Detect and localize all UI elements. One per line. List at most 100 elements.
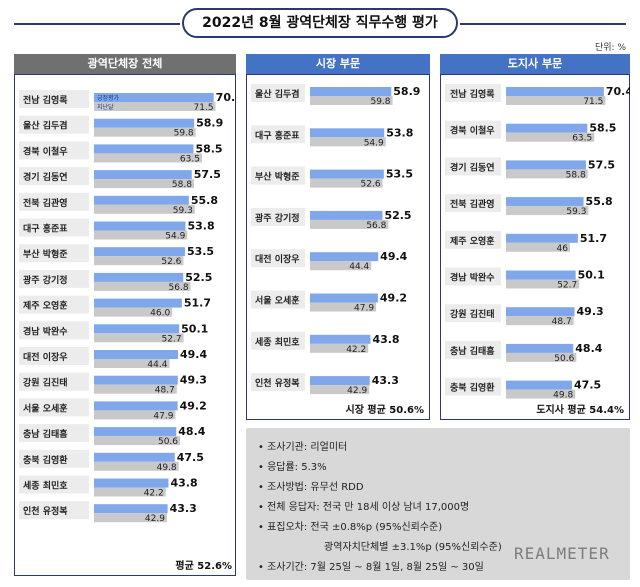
row-label-bg — [19, 244, 89, 263]
brand-logo: REALMETER — [514, 544, 610, 563]
value-label-previous: 58.8 — [566, 170, 586, 180]
category-label: 제주 오영훈 — [450, 235, 495, 247]
category-label: 충북 김영환 — [23, 454, 68, 466]
bar-current — [94, 504, 168, 514]
category-label: 대전 이장우 — [23, 351, 68, 363]
value-label-current: 55.8 — [191, 194, 218, 207]
value-label-current: 49.4 — [180, 348, 207, 361]
row-label-bg — [251, 125, 305, 144]
category-label: 강원 김진태 — [23, 377, 68, 389]
category-label: 인천 유정복 — [255, 377, 300, 389]
category-label: 전북 김관영 — [450, 198, 495, 210]
row-label-bg — [251, 249, 305, 268]
row-label-bg — [251, 84, 305, 102]
row-label-bg — [445, 230, 501, 249]
bar-previous — [310, 343, 369, 353]
category-label: 전북 김관영 — [23, 197, 68, 209]
category-label: 부산 박형준 — [23, 248, 68, 260]
row-label-bg — [19, 347, 89, 365]
bar-previous — [310, 137, 386, 147]
bar-previous — [94, 410, 176, 420]
bar-current — [506, 233, 578, 243]
category-label: 강원 김진태 — [450, 308, 495, 320]
bar-current — [310, 87, 392, 96]
category-label: 세종 최민호 — [255, 336, 300, 348]
survey-info-box: • 조사기관: 리얼미터 • 응답률: 5.3% • 조사방법: 유무선 RDD… — [246, 428, 630, 580]
value-label-current: 57.5 — [588, 158, 615, 171]
row-label-bg — [19, 321, 89, 340]
panel-mayor: 시장 부문 울산 김두겸 58.9 59.8 대구 홍준표 53.8 54.9 부산 박형준… — [246, 54, 430, 420]
bar-previous — [94, 487, 166, 497]
row-label-bg — [19, 167, 89, 186]
bar-previous — [506, 242, 570, 252]
category-label: 부산 박형준 — [255, 171, 300, 183]
value-label-previous: 59.3 — [566, 207, 586, 217]
value-label-previous: 50.6 — [158, 437, 178, 447]
category-label: 경기 김동연 — [450, 161, 495, 173]
bar-current — [94, 272, 184, 282]
row-label-bg — [445, 304, 501, 323]
bar-current — [506, 197, 584, 207]
value-label-previous: 71.5 — [583, 97, 603, 107]
bar-current — [94, 170, 192, 180]
row-label-bg — [445, 120, 501, 139]
bar-previous — [310, 302, 377, 312]
value-label-current: 53.8 — [187, 220, 214, 233]
value-label-current: 47.5 — [177, 451, 204, 464]
bar-current — [310, 210, 383, 220]
value-label-previous: 58.8 — [172, 180, 192, 190]
value-label-previous: 42.2 — [346, 345, 366, 355]
category-label: 경북 이철우 — [450, 125, 495, 137]
bar-previous — [94, 307, 173, 317]
value-label-current: 58.9 — [393, 85, 420, 98]
value-label-previous: 44.4 — [147, 360, 167, 370]
bar-previous — [506, 316, 574, 326]
category-label: 광주 강기정 — [255, 212, 300, 224]
value-label-current: 70.4 — [606, 85, 630, 98]
bar-previous — [310, 219, 389, 229]
bar-current — [310, 376, 370, 386]
row-label-bg — [19, 192, 89, 211]
bar-previous — [94, 384, 177, 394]
panel-mayor-title: 시장 부문 — [246, 54, 430, 74]
value-label-previous: 48.7 — [155, 386, 175, 396]
value-label-previous: 52.6 — [161, 257, 181, 267]
row-label-bg — [251, 166, 305, 185]
bar-current — [506, 160, 586, 170]
survey-info-agency: • 조사기관: 리얼미터 — [258, 442, 348, 453]
bar-current — [506, 380, 573, 390]
value-label-previous: 52.7 — [162, 334, 182, 344]
bar-previous — [94, 461, 179, 471]
bar-previous — [94, 127, 196, 137]
panel-governor-title: 도지사 부문 — [440, 54, 630, 74]
bar-previous — [94, 102, 216, 111]
bar-current — [310, 334, 371, 344]
value-label-previous: 49.8 — [157, 463, 177, 473]
category-label: 울산 김두겸 — [23, 120, 68, 132]
value-label-current: 51.7 — [184, 297, 211, 310]
category-label: 서울 오세훈 — [23, 402, 68, 414]
bar-previous — [94, 333, 184, 343]
bar-current — [94, 452, 175, 462]
value-label-previous: 47.9 — [153, 411, 173, 421]
row-label-bg — [445, 157, 501, 176]
row-label-bg — [19, 424, 89, 443]
bar-current — [94, 298, 182, 308]
bar-current — [506, 307, 575, 317]
value-label-previous: 52.6 — [361, 180, 381, 190]
row-label-bg — [251, 290, 305, 309]
bar-previous — [94, 230, 188, 240]
category-label: 경남 박완수 — [450, 272, 495, 284]
survey-info-method: • 조사방법: 유무선 RDD — [258, 482, 364, 493]
average-governor: 도지사 평균 54.4% — [536, 405, 624, 416]
value-label-current: 43.3 — [372, 374, 399, 387]
value-label-current: 53.5 — [187, 245, 214, 258]
value-label-previous: 42.9 — [347, 386, 367, 396]
category-label: 경남 박완수 — [23, 325, 68, 337]
value-label-previous: 48.7 — [552, 317, 572, 327]
category-label: 울산 김두겸 — [255, 88, 300, 100]
category-label: 서울 오세훈 — [255, 295, 300, 307]
value-label-current: 58.9 — [196, 117, 223, 130]
chart-governor: 전남 김영록 70.471.5 경북 이철우 58.563.5 경기 김동연 57.558… — [445, 84, 630, 401]
bar-current — [94, 375, 178, 385]
